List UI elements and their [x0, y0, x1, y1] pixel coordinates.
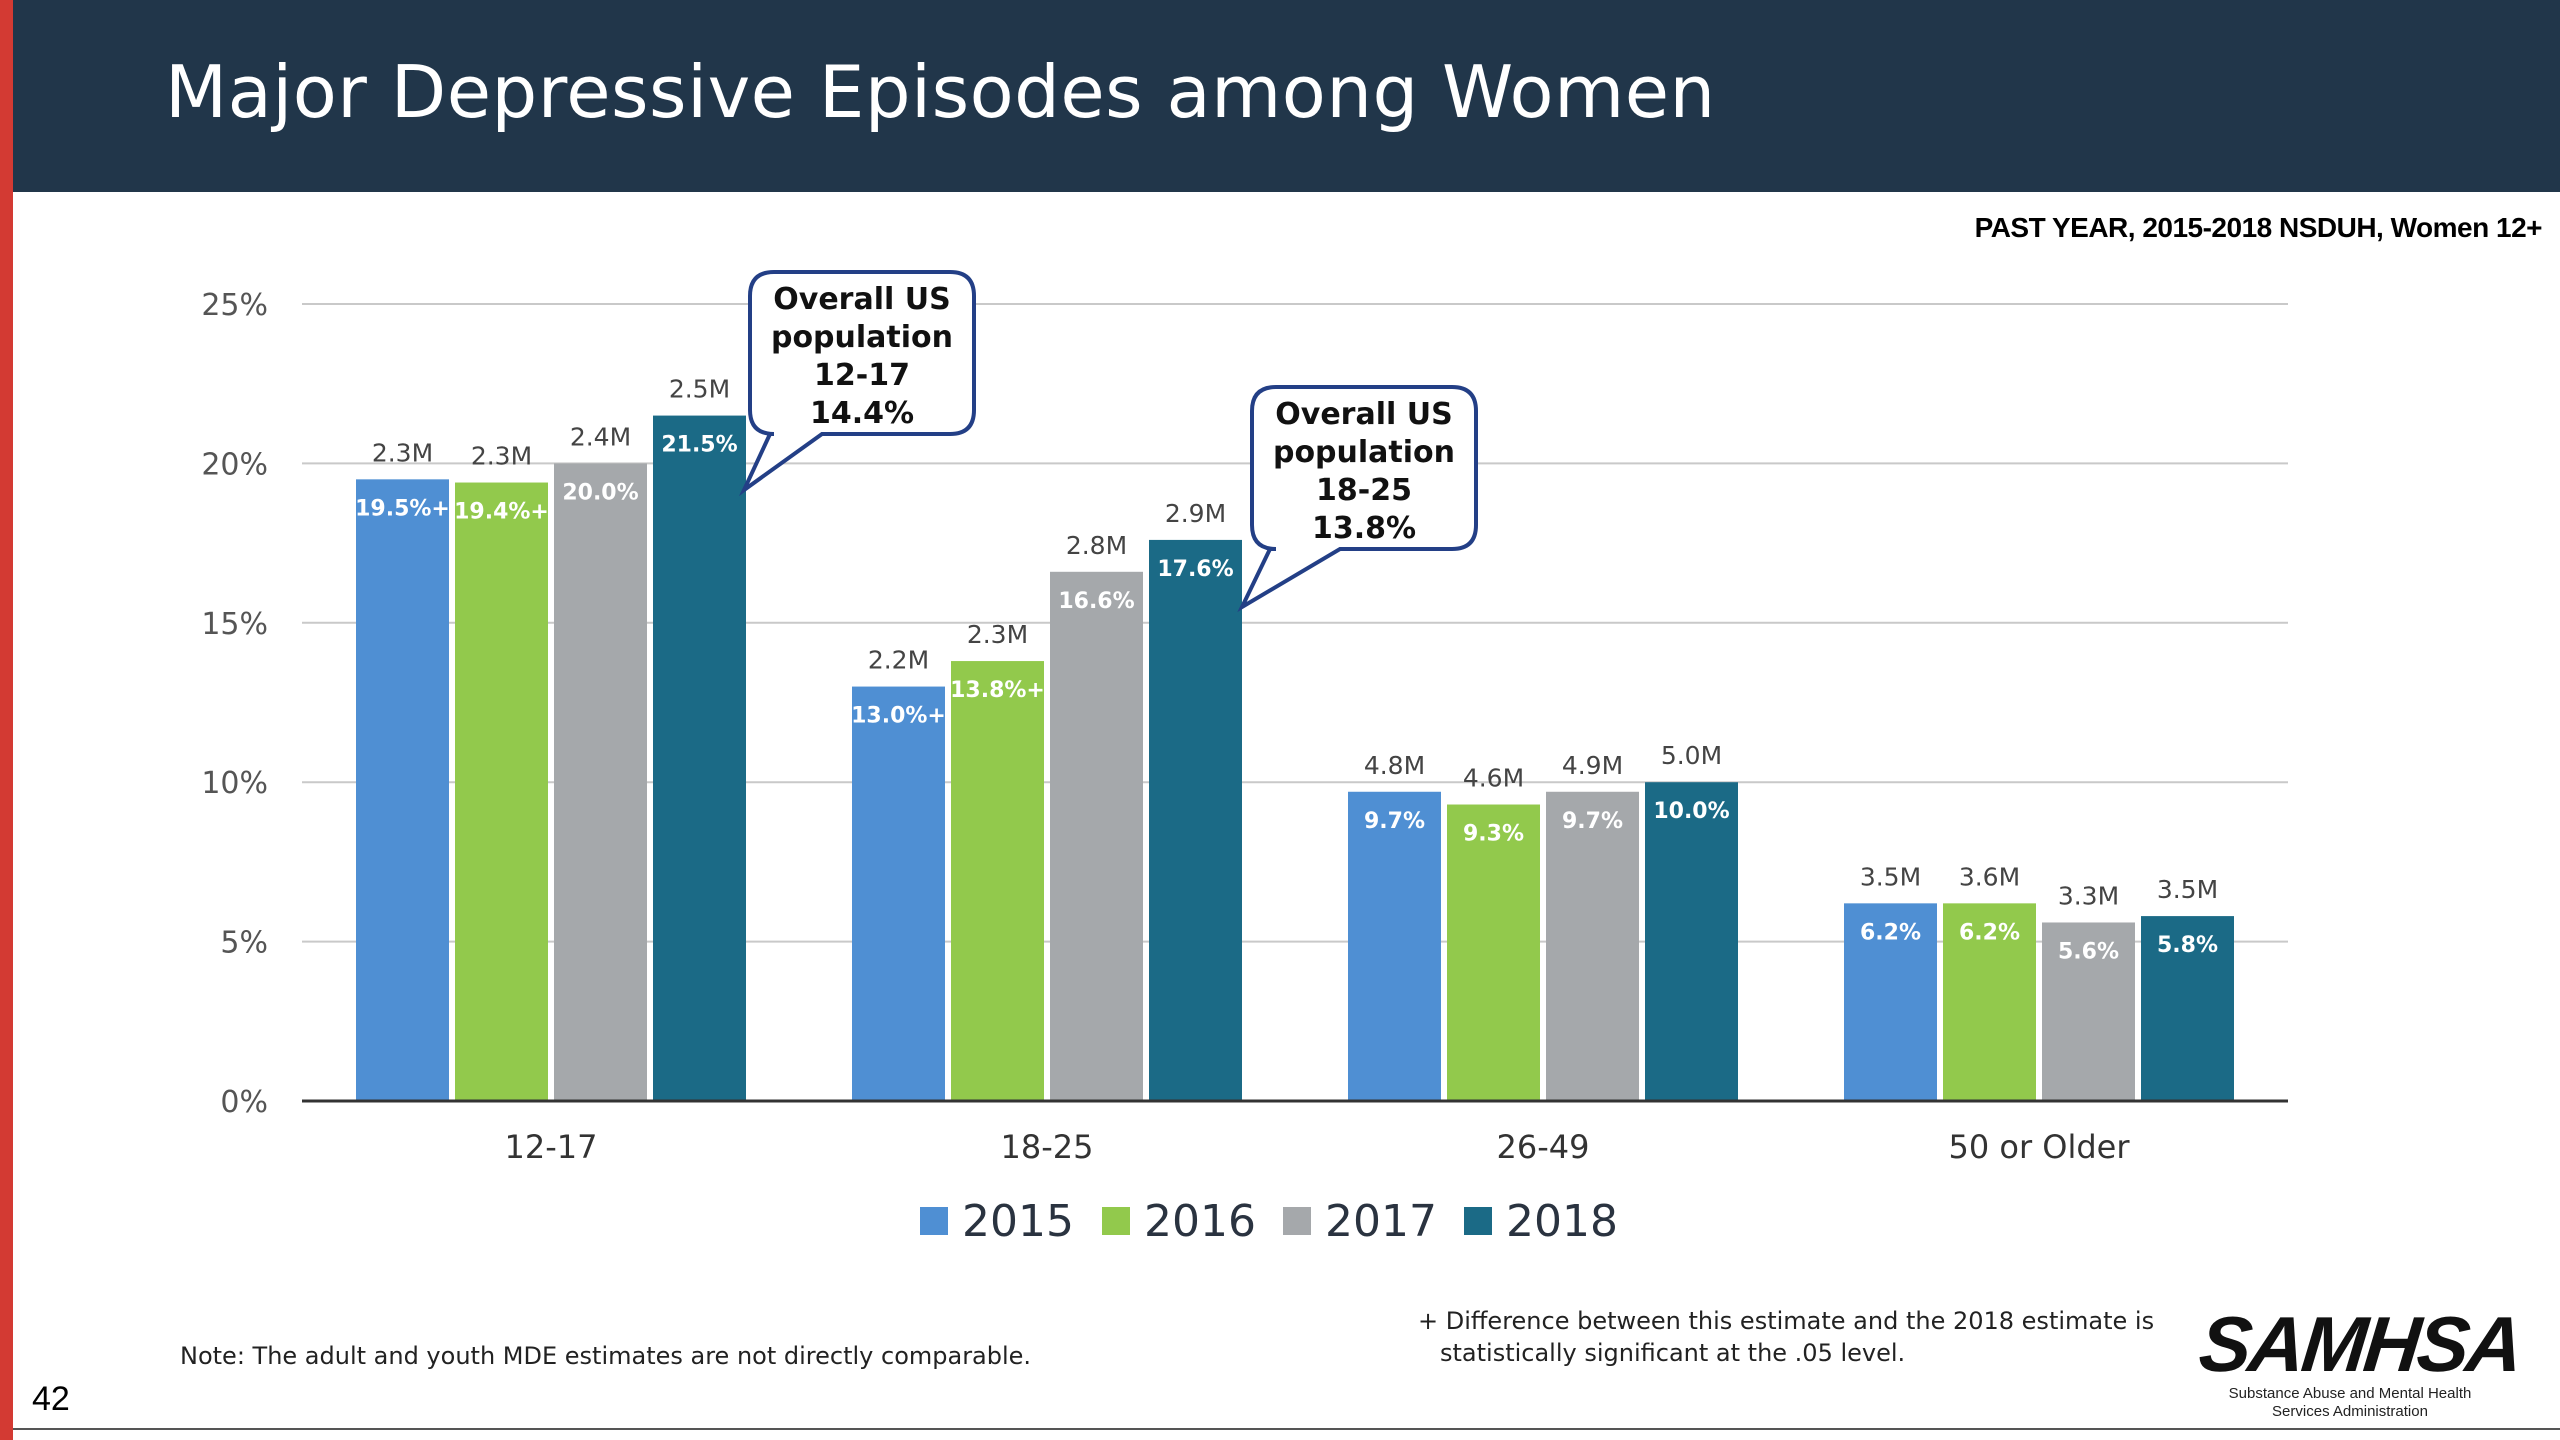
- significance-footnote: + Difference between this estimate and t…: [1418, 1307, 2155, 1367]
- bar: [1546, 791, 1639, 1101]
- callout-text: 18-25: [1316, 473, 1412, 508]
- bar: [852, 686, 945, 1101]
- bar: [1050, 571, 1143, 1101]
- bar-count-label: 2.3M: [967, 620, 1028, 649]
- bar-value-label: 21.5%: [661, 433, 737, 458]
- bar: [653, 415, 746, 1102]
- callout-text: 13.8%: [1312, 511, 1416, 546]
- callout-text: population: [771, 320, 953, 355]
- bar: [1943, 903, 2036, 1101]
- legend-label: 2018: [1506, 1196, 1618, 1247]
- legend-swatch: [1102, 1207, 1130, 1235]
- bar-count-label: 3.6M: [1959, 862, 2020, 891]
- legend-swatch: [920, 1207, 948, 1235]
- logo-wordmark: SAMHSA: [2195, 1300, 2525, 1388]
- legend-swatch: [1464, 1207, 1492, 1235]
- bottom-rule: [13, 1428, 2560, 1430]
- chart-subtitle: PAST YEAR, 2015-2018 NSDUH, Women 12+: [1974, 212, 2543, 243]
- bar-count-label: 2.3M: [372, 438, 433, 467]
- x-tick-label: 50 or Older: [1948, 1128, 2130, 1166]
- bar-count-label: 2.4M: [570, 422, 631, 451]
- bar-count-label: 3.5M: [2157, 875, 2218, 904]
- bar: [2141, 916, 2234, 1101]
- title-bar: Major Depressive Episodes among Women: [13, 0, 2560, 192]
- bar-count-label: 2.2M: [868, 646, 929, 675]
- bar-count-label: 4.8M: [1364, 751, 1425, 780]
- callout-text: Overall US: [1275, 397, 1452, 432]
- bar-value-label: 9.7%: [1364, 809, 1425, 834]
- bar-count-label: 3.5M: [1860, 862, 1921, 891]
- bar: [554, 463, 647, 1101]
- bar-value-label: 6.2%: [1959, 920, 2020, 945]
- y-tick-label: 10%: [201, 766, 268, 801]
- x-tick-label: 26-49: [1497, 1128, 1590, 1166]
- left-accent-stripe: [0, 0, 13, 1440]
- bar: [1149, 539, 1242, 1101]
- bar-count-label: 4.9M: [1562, 751, 1623, 780]
- legend-label: 2016: [1144, 1196, 1256, 1247]
- comparability-note: Note: The adult and youth MDE estimates …: [180, 1342, 1032, 1370]
- bar-value-label: 13.0%+: [851, 704, 946, 729]
- bar-value-label: 6.2%: [1860, 920, 1921, 945]
- y-tick-label: 5%: [220, 926, 268, 961]
- bar-value-label: 20.0%: [562, 480, 638, 505]
- slide-title: Major Depressive Episodes among Women: [165, 50, 1716, 134]
- bar-value-label: 5.8%: [2157, 933, 2218, 958]
- callout-text: population: [1273, 435, 1455, 470]
- legend-label: 2015: [962, 1196, 1074, 1247]
- samhsa-logo: SAMHSA Substance Abuse and Mental Health…: [2195, 1300, 2524, 1421]
- callout-text: 12-17: [814, 358, 910, 393]
- bar-value-label: 5.6%: [2058, 939, 2119, 964]
- bar: [1645, 782, 1738, 1101]
- bar-value-label: 16.6%: [1058, 589, 1134, 614]
- bar-value-label: 10.0%: [1653, 799, 1729, 824]
- bar-count-label: 2.5M: [669, 375, 730, 404]
- y-tick-label: 0%: [220, 1085, 268, 1120]
- bar-count-label: 2.9M: [1165, 499, 1226, 528]
- y-tick-label: 15%: [201, 607, 268, 642]
- bar: [455, 482, 548, 1101]
- bar: [1844, 903, 1937, 1101]
- callout-text: Overall US: [773, 282, 950, 317]
- bar: [1447, 804, 1540, 1101]
- bar-count-label: 2.3M: [471, 442, 532, 471]
- y-tick-label: 20%: [201, 447, 268, 482]
- bar-count-label: 5.0M: [1661, 741, 1722, 770]
- bar: [1348, 791, 1441, 1101]
- legend-label: 2017: [1325, 1196, 1437, 1247]
- page-number: 42: [32, 1380, 70, 1418]
- x-tick-label: 18-25: [1001, 1128, 1094, 1166]
- bar-value-label: 17.6%: [1157, 557, 1233, 582]
- logo-subtitle: Substance Abuse and Mental Health Servic…: [2228, 1385, 2472, 1420]
- bar-value-label: 13.8%+: [950, 678, 1045, 703]
- bar: [951, 661, 1044, 1101]
- bar-value-label: 9.7%: [1562, 809, 1623, 834]
- callout-text: 14.4%: [810, 396, 914, 431]
- bar-value-label: 9.3%: [1463, 822, 1524, 847]
- bar-count-label: 2.8M: [1066, 531, 1127, 560]
- bar-chart: 0% 5% 10% 15% 20% 25% 19.5%+ 2.3M 13.0%+ 2.2M 9.7%…: [201, 270, 2288, 1247]
- bar-count-label: 3.3M: [2058, 881, 2119, 910]
- bar: [356, 479, 449, 1102]
- bar-value-label: 19.4%+: [454, 500, 549, 525]
- y-tick-label: 25%: [201, 288, 268, 323]
- callout-bubble: [738, 270, 976, 497]
- legend-swatch: [1283, 1207, 1311, 1235]
- bar: [2042, 922, 2135, 1101]
- callout-bubble: [1237, 385, 1478, 613]
- bar-value-label: 19.5%+: [355, 496, 450, 521]
- bar-count-label: 4.6M: [1463, 764, 1524, 793]
- x-tick-label: 12-17: [505, 1128, 598, 1166]
